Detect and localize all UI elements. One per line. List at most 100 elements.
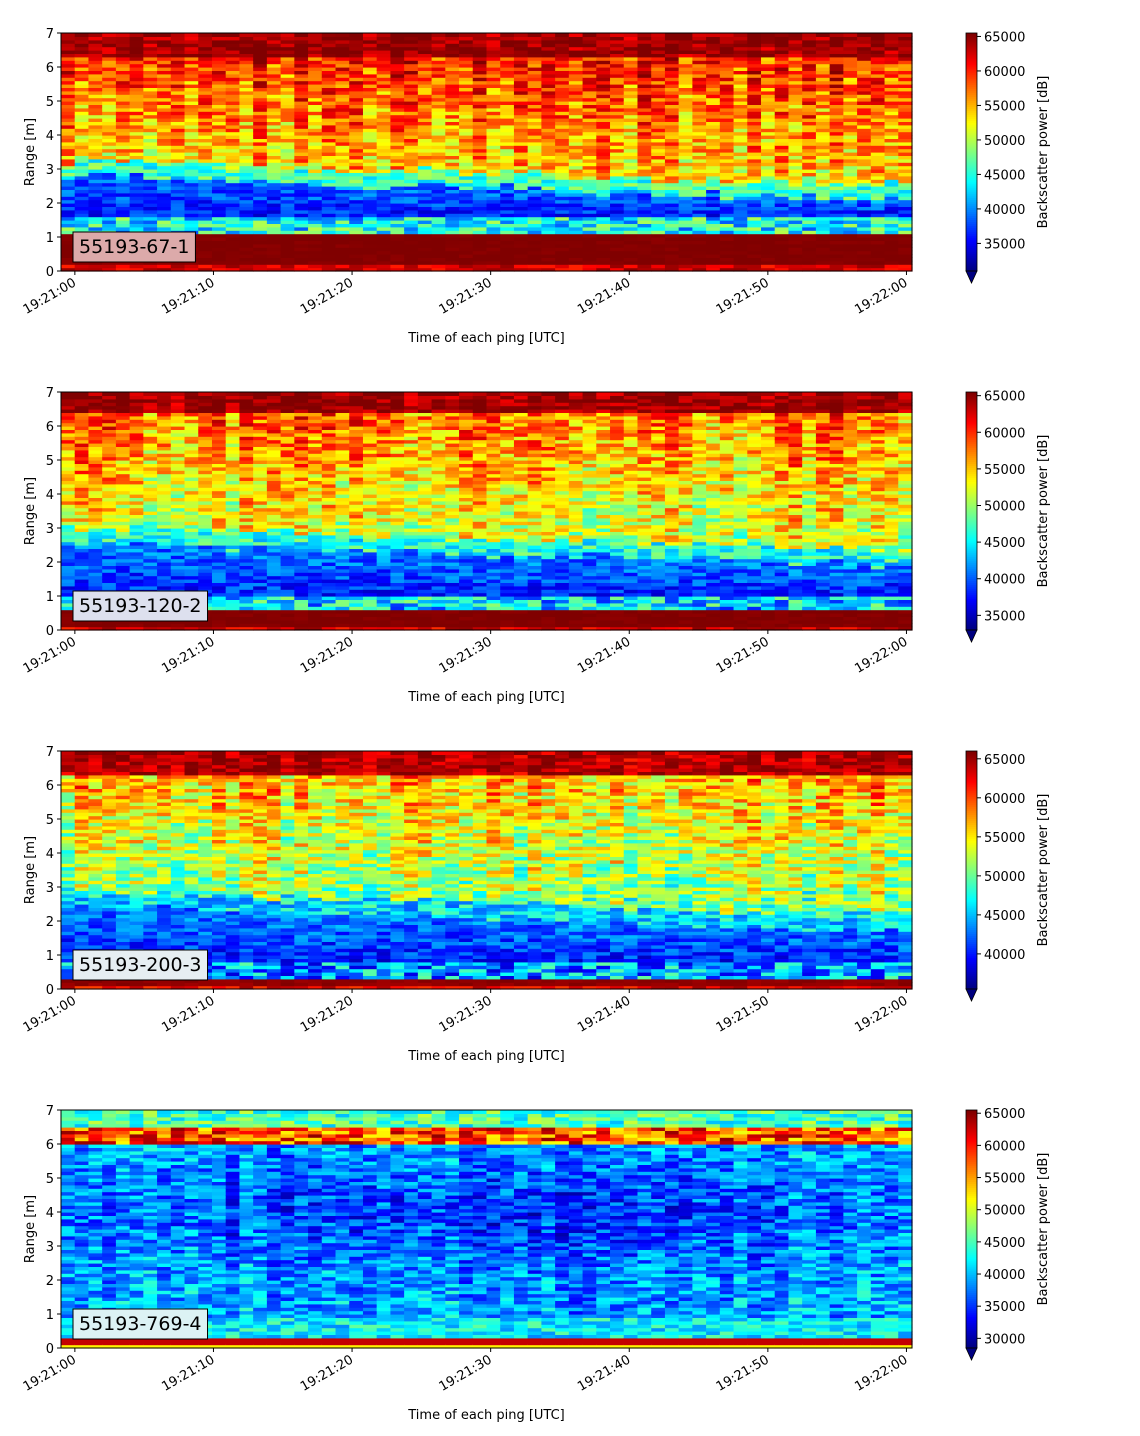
heatmap-cell (321, 80, 337, 85)
heatmap-cell (362, 155, 378, 160)
heatmap-cell (596, 213, 611, 218)
heatmap-cell (719, 267, 735, 272)
colorbar-step (966, 263, 977, 266)
heatmap-cell (280, 226, 295, 231)
heatmap-cell (239, 53, 254, 58)
heatmap-cell (459, 131, 474, 136)
heatmap-cell (198, 203, 213, 207)
heatmap-cell (129, 460, 144, 464)
heatmap-cell (431, 138, 446, 143)
heatmap-cell (527, 182, 543, 187)
heatmap-cell (486, 186, 501, 190)
heatmap-cell (445, 267, 460, 272)
heatmap-cell (884, 189, 899, 194)
heatmap-cell (143, 500, 158, 505)
heatmap-cell (843, 264, 858, 269)
heatmap-cell (678, 118, 693, 122)
heatmap-cell (157, 145, 172, 150)
heatmap-cell (225, 260, 241, 265)
heatmap-cell (843, 152, 858, 156)
heatmap-cell (88, 128, 103, 133)
heatmap-cell (129, 565, 144, 570)
heatmap-cell (335, 230, 350, 235)
heatmap-cell (527, 196, 543, 201)
heatmap-cell (692, 124, 707, 129)
heatmap-cell (541, 73, 556, 78)
heatmap-cell (225, 206, 241, 211)
heatmap-cell (651, 250, 666, 255)
heatmap-cell (513, 213, 529, 218)
heatmap-cell (321, 260, 337, 265)
heatmap-cell (596, 216, 611, 221)
heatmap-cell (170, 192, 186, 197)
heatmap-cell (321, 186, 337, 190)
heatmap-cell (815, 192, 831, 197)
heatmap-cell (61, 490, 76, 495)
colorbar-step (966, 165, 977, 169)
heatmap-cell (747, 155, 762, 160)
heatmap-cell (115, 220, 131, 224)
heatmap-cell (623, 247, 639, 252)
heatmap-cell (651, 56, 666, 61)
heatmap-cell (294, 267, 309, 272)
heatmap-cell (376, 172, 392, 177)
heatmap-cell (898, 128, 913, 133)
heatmap-cell (733, 87, 748, 92)
heatmap-cell (376, 46, 392, 51)
colorbar-step (966, 42, 977, 46)
heatmap-cell (486, 148, 501, 153)
heatmap-cell (61, 192, 76, 197)
heatmap-cell (143, 128, 158, 133)
heatmap-cell (747, 53, 762, 58)
heatmap-cell (431, 87, 446, 92)
heatmap-cell (884, 260, 899, 265)
heatmap-cell (843, 36, 858, 41)
heatmap-cell (61, 247, 76, 252)
colorbar-step (966, 72, 977, 76)
heatmap-cell (404, 223, 419, 228)
heatmap-cell (623, 206, 639, 211)
heatmap-cell (706, 182, 721, 187)
heatmap-cell (88, 107, 103, 112)
heatmap-cell (733, 216, 748, 221)
heatmap-cell (527, 209, 543, 214)
heatmap-cell (857, 90, 872, 95)
heatmap-cell (198, 233, 213, 238)
heatmap-cell (747, 56, 762, 61)
heatmap-cell (857, 209, 872, 214)
heatmap-cell (129, 124, 144, 129)
heatmap-cell (596, 107, 611, 112)
heatmap-cell (404, 240, 419, 245)
heatmap-cell (143, 572, 158, 577)
heatmap-cell (651, 209, 666, 214)
heatmap-cell (541, 179, 556, 184)
heatmap-cell (898, 43, 913, 48)
heatmap-cell (102, 487, 117, 492)
heatmap-cell (390, 138, 405, 143)
heatmap-cell (637, 152, 652, 156)
heatmap-cell (500, 101, 515, 105)
heatmap-cell (747, 247, 762, 252)
heatmap-cell (308, 220, 323, 224)
heatmap-cell (266, 128, 282, 133)
heatmap-cell (788, 223, 803, 228)
heatmap-cell (129, 260, 144, 265)
heatmap-cell (706, 56, 721, 61)
heatmap-cell (143, 538, 158, 543)
heatmap-cell (74, 517, 90, 522)
heatmap-cell (596, 172, 611, 177)
heatmap-cell (417, 189, 433, 194)
heatmap-cell (294, 206, 309, 211)
heatmap-cell (774, 250, 790, 255)
heatmap-cell (692, 223, 707, 228)
heatmap-cell (61, 585, 76, 590)
heatmap-cell (88, 579, 103, 583)
heatmap-cell (568, 128, 584, 133)
heatmap-cell (390, 107, 405, 112)
heatmap-cell (102, 101, 117, 105)
heatmap-cell (170, 84, 186, 88)
heatmap-cell (404, 128, 419, 133)
heatmap-cell (555, 135, 570, 139)
heatmap-cell (706, 162, 721, 167)
heatmap-cell (266, 203, 282, 207)
